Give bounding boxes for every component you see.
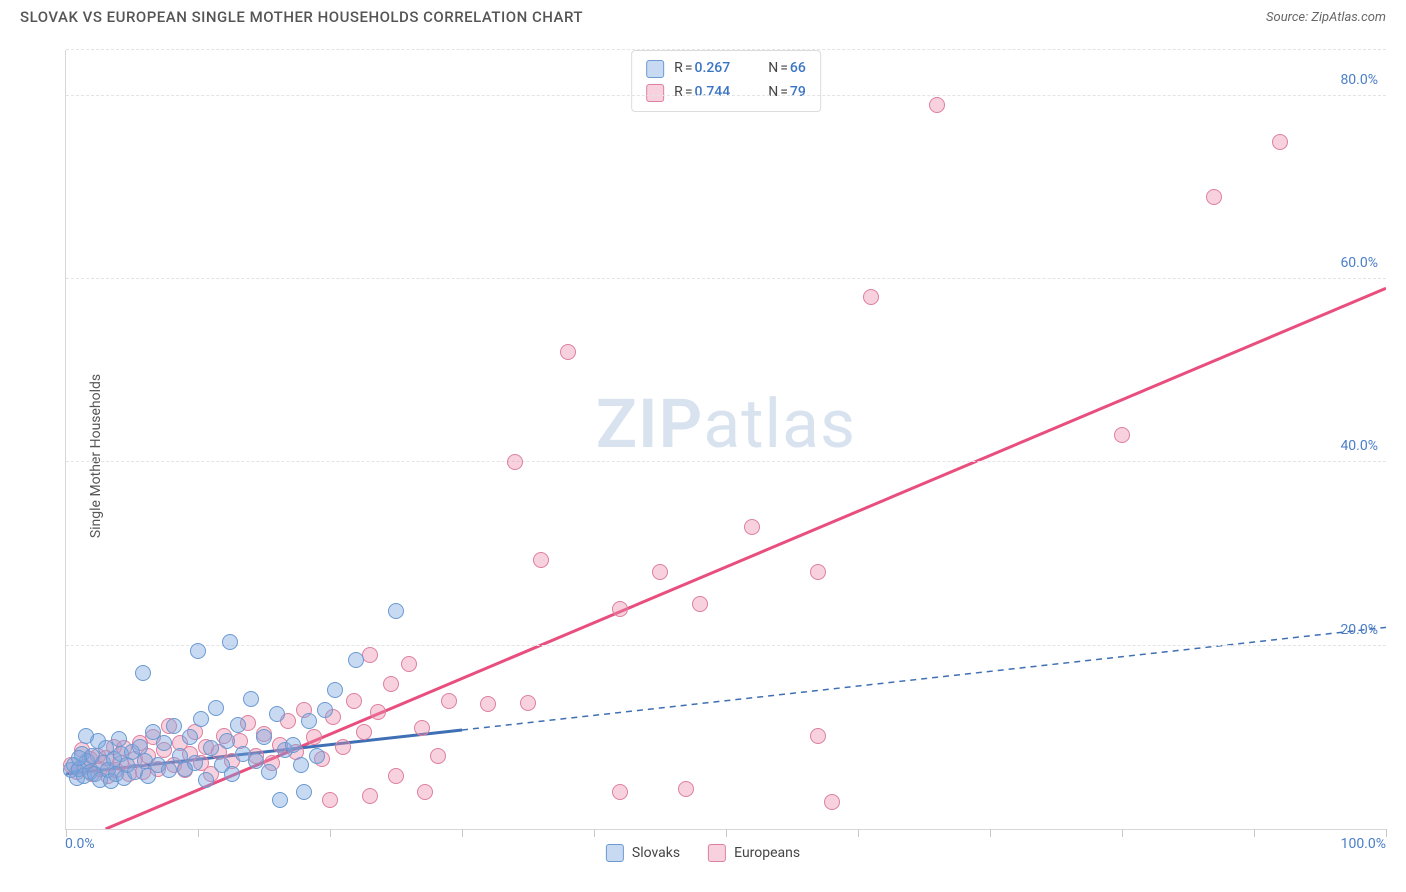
data-point <box>692 596 708 612</box>
data-point <box>388 603 404 619</box>
watermark-left: ZIP <box>596 384 703 464</box>
data-point <box>317 702 333 718</box>
data-point <box>261 764 277 780</box>
data-point <box>193 711 209 727</box>
data-point <box>401 656 417 672</box>
data-point <box>520 695 536 711</box>
data-point <box>430 748 446 764</box>
data-point <box>348 652 364 668</box>
data-point <box>203 740 219 756</box>
data-point <box>810 728 826 744</box>
data-point <box>161 762 177 778</box>
chart-title: SLOVAK VS EUROPEAN SINGLE MOTHER HOUSEHO… <box>20 8 583 26</box>
y-tick-label: 80.0% <box>1340 72 1378 88</box>
data-point <box>507 454 523 470</box>
n-value-europeans: 79 <box>790 84 806 100</box>
legend-label-slovaks: Slovaks <box>632 845 680 861</box>
watermark-right: atlas <box>703 384 856 464</box>
data-point <box>135 665 151 681</box>
data-point <box>71 750 87 766</box>
data-point <box>383 676 399 692</box>
legend-label-europeans: Europeans <box>734 845 800 861</box>
data-point <box>296 784 312 800</box>
data-point <box>293 757 309 773</box>
data-point <box>362 788 378 804</box>
data-point <box>346 693 362 709</box>
data-point <box>327 682 343 698</box>
data-point <box>78 728 94 744</box>
data-point <box>187 755 203 771</box>
data-point <box>533 552 549 568</box>
data-point <box>744 519 760 535</box>
data-point <box>230 717 246 733</box>
data-point <box>190 643 206 659</box>
data-point <box>1114 427 1130 443</box>
data-point <box>222 634 238 650</box>
data-point <box>198 772 214 788</box>
x-axis-label-right: 100.0% <box>1341 836 1386 852</box>
data-point <box>285 737 301 753</box>
data-point <box>414 720 430 736</box>
swatch-europeans <box>646 84 664 102</box>
r-value-slovaks: 0.267 <box>695 60 731 76</box>
data-point <box>678 781 694 797</box>
x-axis-label-left: 0.0% <box>65 836 95 852</box>
data-point <box>132 739 148 755</box>
data-point <box>652 564 668 580</box>
n-value-slovaks: 66 <box>790 60 806 76</box>
data-point <box>810 564 826 580</box>
data-point <box>256 729 272 745</box>
legend-swatch-europeans <box>708 844 726 862</box>
y-tick-label: 20.0% <box>1340 622 1378 638</box>
data-point <box>156 735 172 751</box>
source-label: Source: ZipAtlas.com <box>1266 10 1386 25</box>
legend-item-europeans: Europeans <box>708 844 800 862</box>
data-point <box>612 784 628 800</box>
data-point <box>272 792 288 808</box>
r-value-europeans: 0.744 <box>695 84 731 100</box>
data-point <box>929 97 945 113</box>
data-point <box>824 794 840 810</box>
data-point <box>356 724 372 740</box>
data-point <box>417 784 433 800</box>
plot-area: ZIPatlas R=0.267 N=66 R=0.744 N=79 20.0%… <box>65 50 1386 830</box>
y-tick-label: 40.0% <box>1340 438 1378 454</box>
data-point <box>322 792 338 808</box>
data-point <box>166 718 182 734</box>
data-point <box>219 733 235 749</box>
legend-swatch-slovaks <box>606 844 624 862</box>
data-point <box>388 768 404 784</box>
data-point <box>1206 189 1222 205</box>
trend-lines <box>66 50 1386 829</box>
data-point <box>335 739 351 755</box>
swatch-slovaks <box>646 60 664 78</box>
data-point <box>441 693 457 709</box>
data-point <box>182 729 198 745</box>
data-point <box>480 696 496 712</box>
legend-row-europeans: R=0.744 N=79 <box>646 81 806 105</box>
data-point <box>269 706 285 722</box>
data-point <box>306 729 322 745</box>
data-point <box>208 700 224 716</box>
data-point <box>301 713 317 729</box>
data-point <box>309 748 325 764</box>
series-legend: Slovaks Europeans <box>606 844 800 862</box>
data-point <box>243 691 259 707</box>
data-point <box>370 704 386 720</box>
plot-container: Single Mother Households ZIPatlas R=0.26… <box>20 40 1386 872</box>
data-point <box>1272 134 1288 150</box>
y-tick-label: 60.0% <box>1340 255 1378 271</box>
legend-item-slovaks: Slovaks <box>606 844 680 862</box>
correlation-legend: R=0.267 N=66 R=0.744 N=79 <box>631 50 821 112</box>
data-point <box>224 766 240 782</box>
data-point <box>612 601 628 617</box>
legend-row-slovaks: R=0.267 N=66 <box>646 57 806 81</box>
data-point <box>863 289 879 305</box>
data-point <box>111 731 127 747</box>
watermark: ZIPatlas <box>596 384 856 464</box>
data-point <box>560 344 576 360</box>
